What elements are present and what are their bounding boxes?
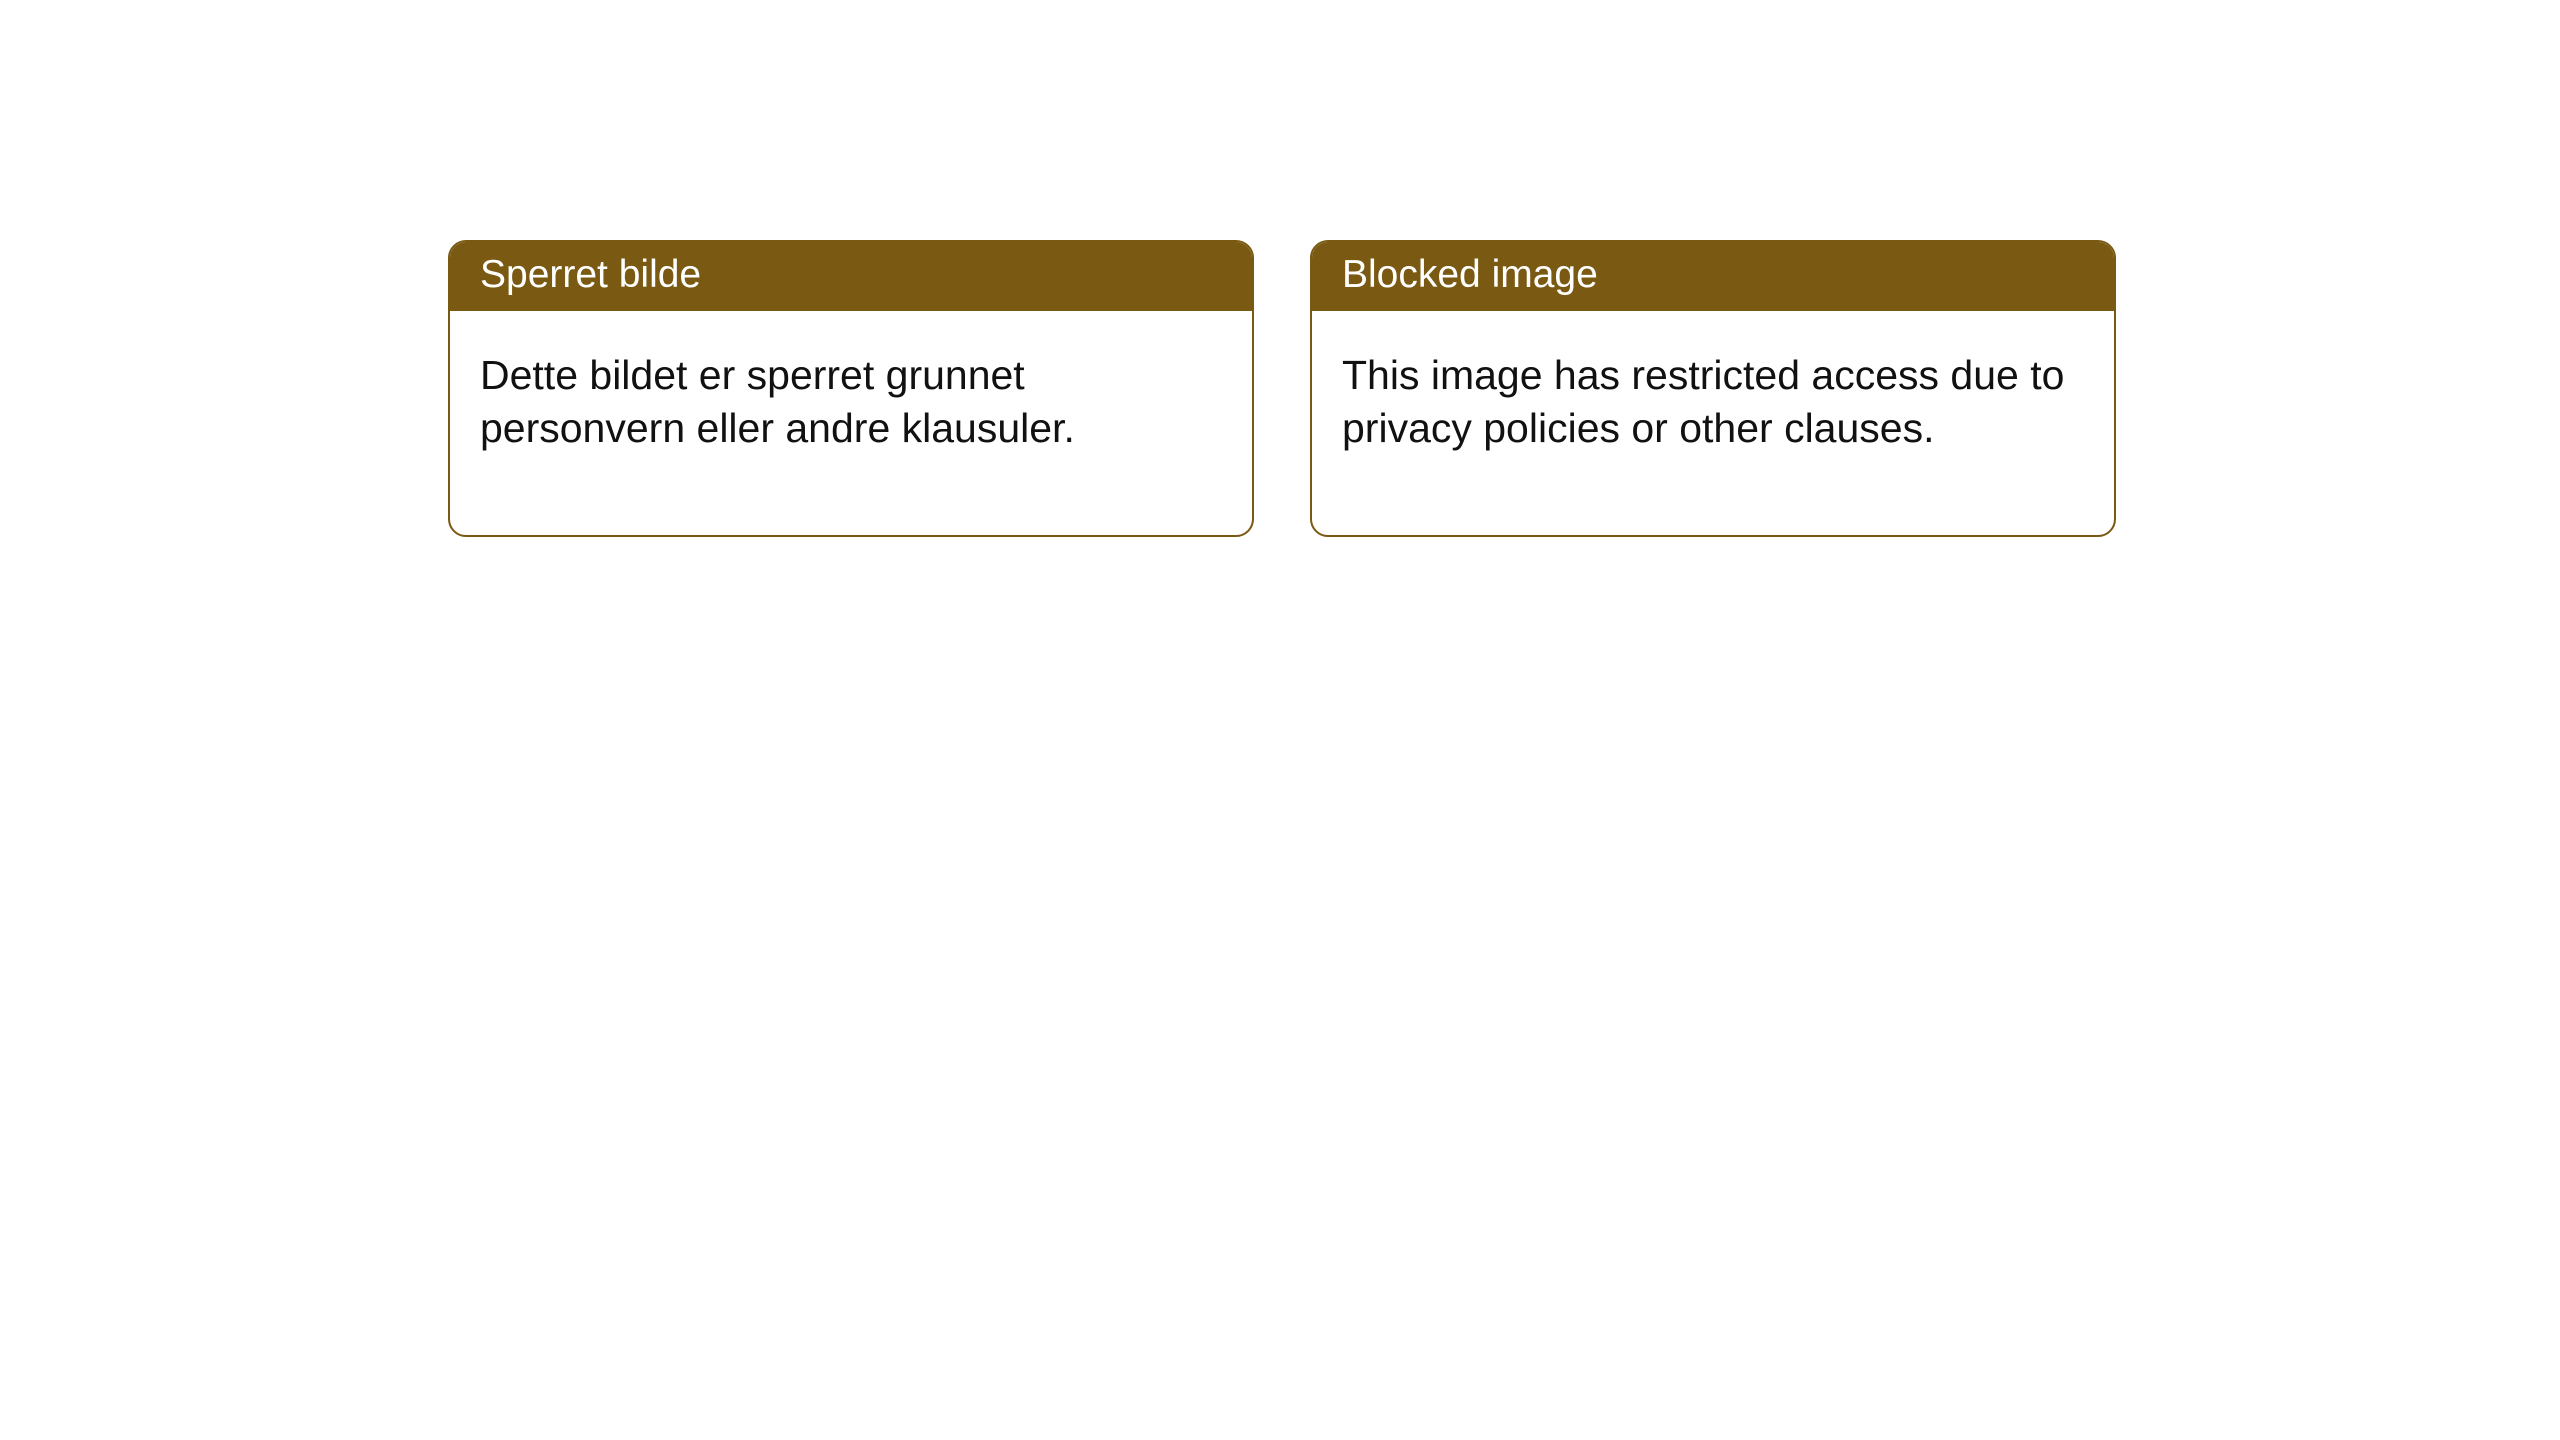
card-header: Sperret bilde [450,242,1252,311]
card-title: Sperret bilde [480,253,701,296]
card-title: Blocked image [1342,253,1598,296]
card-body: This image has restricted access due to … [1312,311,2114,536]
card-message: Dette bildet er sperret grunnet personve… [480,352,1075,451]
notice-card-norwegian: Sperret bilde Dette bildet er sperret gr… [448,240,1254,537]
notice-cards-container: Sperret bilde Dette bildet er sperret gr… [448,240,2116,537]
card-message: This image has restricted access due to … [1342,352,2064,451]
notice-card-english: Blocked image This image has restricted … [1310,240,2116,537]
card-header: Blocked image [1312,242,2114,311]
card-body: Dette bildet er sperret grunnet personve… [450,311,1252,536]
